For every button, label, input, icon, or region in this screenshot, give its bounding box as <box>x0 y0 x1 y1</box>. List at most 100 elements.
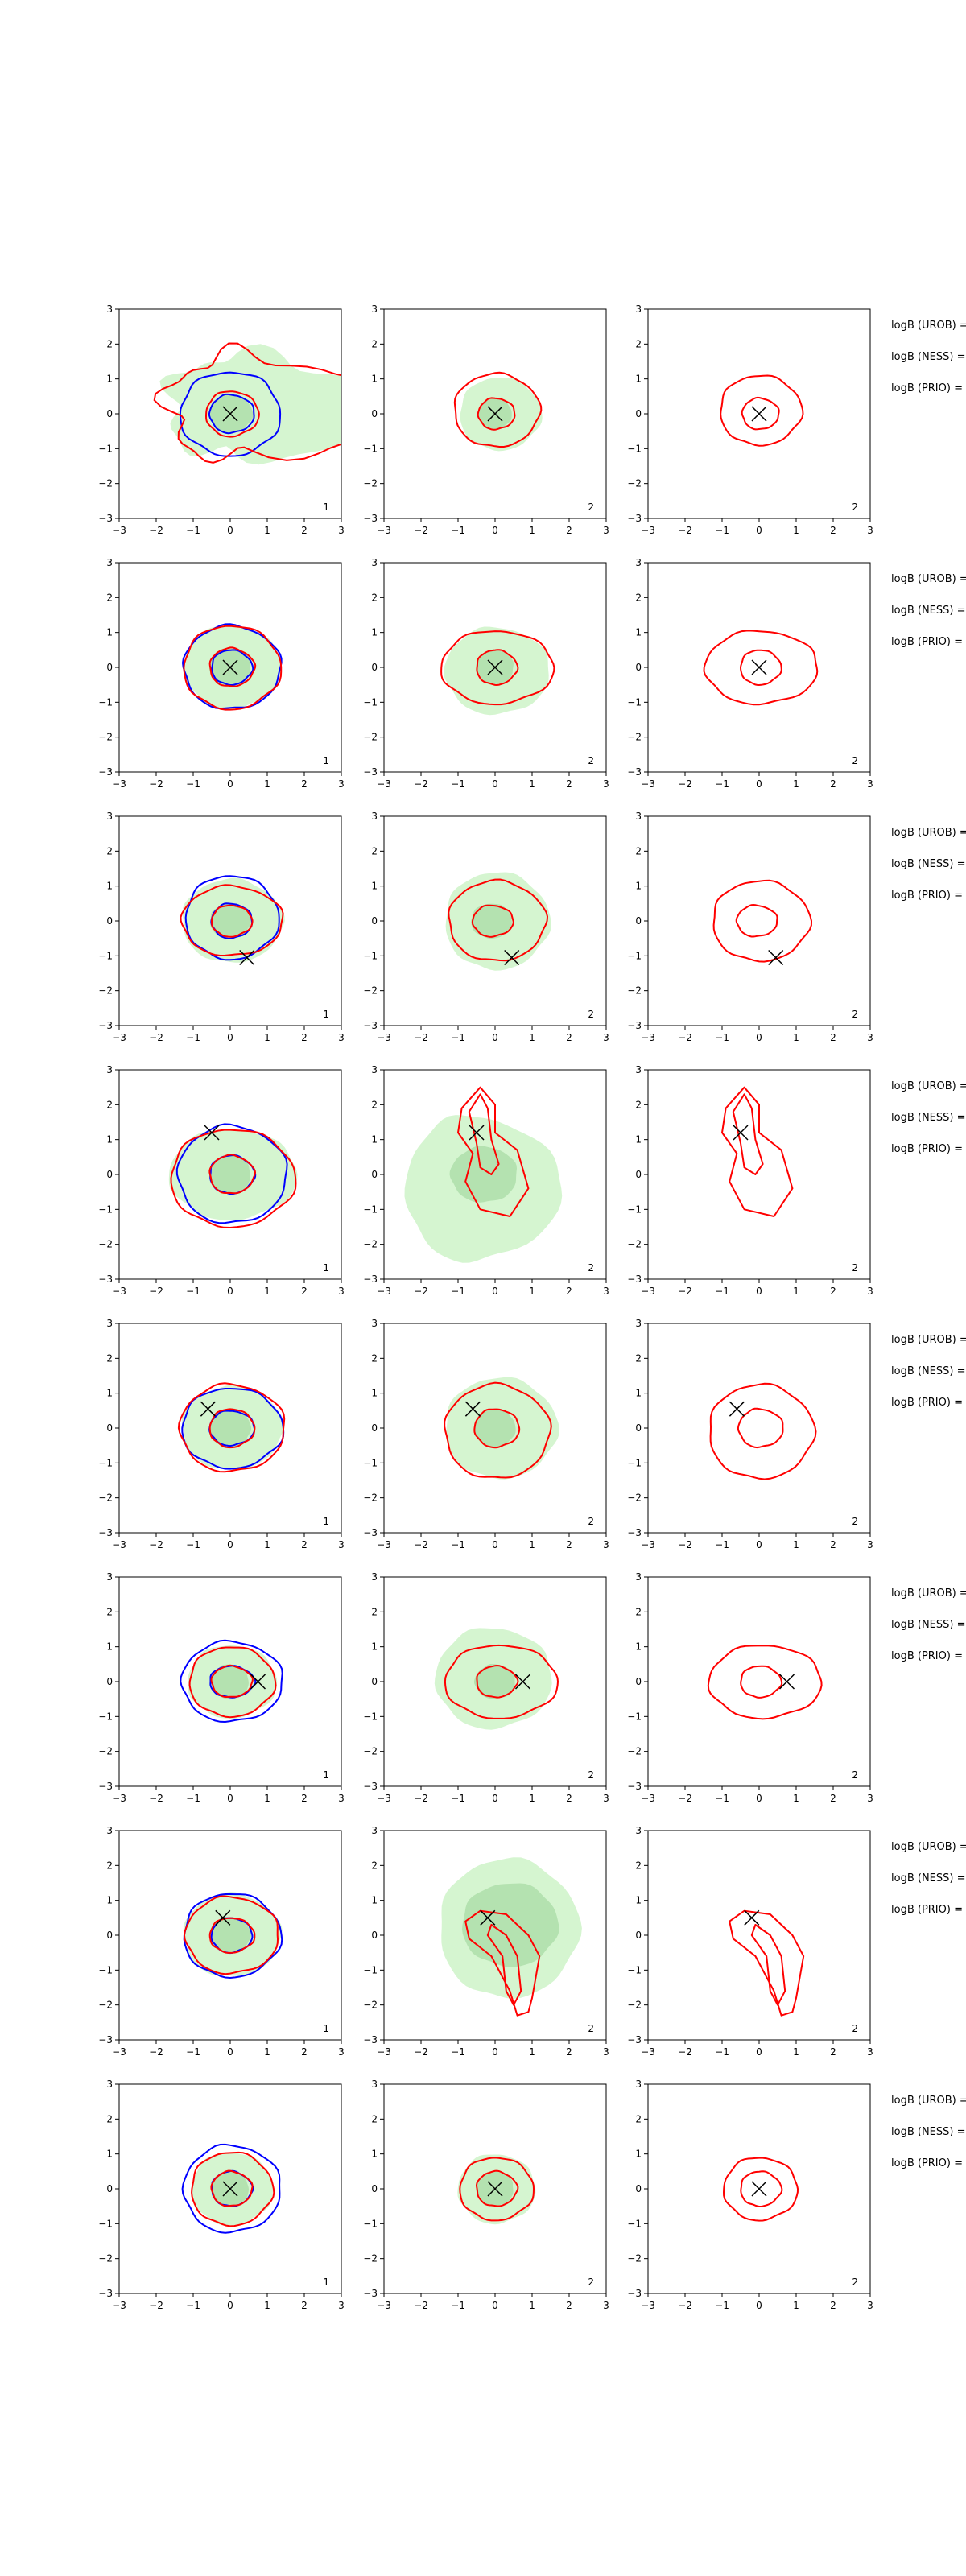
panel-r5-c2: −3 −2 −1 0 1 2 3 −3 −2 −1 0 1 2 3 2 <box>363 1318 609 1550</box>
panel-label: 2 <box>852 1262 858 1274</box>
x-tick-label: −2 <box>414 1793 428 1804</box>
x-tick-label: 0 <box>227 1539 233 1550</box>
true-value-marker <box>504 949 520 966</box>
x-tick-label: −1 <box>451 1286 465 1297</box>
row-1: −3 −2 −1 0 1 2 3 −3 −2 −1 0 1 2 3 1 −3 −2 −1 0 1 2 3 −3 −2 −1 0 1 2… <box>98 303 966 536</box>
panel-label: 1 <box>323 755 329 766</box>
ness-contour-inner <box>208 1917 256 1954</box>
y-tick-label: 1 <box>106 1895 113 1906</box>
bayes-factor-label: logB (UROB) = <box>891 827 966 839</box>
y-tick-label: 3 <box>106 1318 113 1329</box>
y-tick-label: −3 <box>363 2034 378 2046</box>
ness-contour-outer <box>183 625 283 711</box>
x-tick-label: 0 <box>227 1286 233 1297</box>
y-tick-label: 0 <box>371 2183 378 2194</box>
x-tick-label: −2 <box>149 2046 163 2058</box>
x-tick-label: 2 <box>830 2300 836 2311</box>
panel-label: 2 <box>852 755 858 766</box>
density-fill-inner <box>474 1409 516 1448</box>
x-tick-label: −1 <box>186 525 200 536</box>
x-tick-label: −2 <box>414 2300 428 2311</box>
x-tick-label: 2 <box>566 778 572 790</box>
x-tick-label: 1 <box>529 778 535 790</box>
ness-contour-inner <box>210 2169 254 2207</box>
y-tick-label: 2 <box>106 338 113 349</box>
bayes-factor-label: logB (NESS) = <box>891 2126 965 2138</box>
y-tick-label: −1 <box>98 1964 113 1975</box>
y-tick-label: −1 <box>363 1203 378 1215</box>
y-tick-label: −2 <box>363 985 378 997</box>
x-tick-label: 3 <box>338 2046 345 2058</box>
x-tick-label: 2 <box>566 1793 572 1804</box>
x-tick-label: −2 <box>414 1286 428 1297</box>
row-6: −3 −2 −1 0 1 2 3 −3 −2 −1 0 1 2 3 1 −3 −2 −1 0 1 2 3 −3 −2 −1 0 1 2… <box>98 1571 966 1804</box>
plot-area <box>183 1892 283 1979</box>
x-tick-label: −1 <box>451 2046 465 2058</box>
x-tick-label: 1 <box>793 2046 799 2058</box>
y-tick-label: 0 <box>371 915 378 927</box>
ness-contour-inner <box>208 1154 257 1195</box>
y-tick-label: 1 <box>371 1641 378 1653</box>
x-tick-label: 2 <box>301 2300 308 2311</box>
y-tick-label: 1 <box>371 1134 378 1146</box>
ness-contour-inner <box>210 1664 254 1699</box>
plot-area <box>180 875 285 963</box>
x-tick-label: −2 <box>149 525 163 536</box>
x-tick-label: 3 <box>867 1793 873 1804</box>
x-tick-label: 1 <box>529 2046 535 2058</box>
x-tick-label: 0 <box>227 525 233 536</box>
x-tick-label: 0 <box>492 1793 498 1804</box>
x-tick-label: 1 <box>529 525 535 536</box>
panel-label: 1 <box>323 1009 329 1020</box>
y-tick-label: −3 <box>627 1274 642 1285</box>
x-tick-label: 1 <box>529 1793 535 1804</box>
bayes-factor-label: logB (PRIO) = <box>891 1397 963 1409</box>
panel-label: 1 <box>323 1516 329 1527</box>
y-tick-label: 3 <box>106 811 113 822</box>
y-tick-label: 2 <box>371 2113 378 2124</box>
density-fill-inner <box>471 903 512 939</box>
panel-label: 2 <box>588 502 594 513</box>
uniform-contour-inner <box>211 649 254 686</box>
y-tick-label: 1 <box>106 1134 113 1146</box>
uniform-contour-outer <box>181 1388 285 1470</box>
y-tick-label: 1 <box>635 1388 642 1399</box>
x-tick-label: 2 <box>301 1032 308 1043</box>
y-tick-label: 1 <box>371 1388 378 1399</box>
y-tick-label: −1 <box>627 1711 642 1722</box>
x-tick-label: −3 <box>112 1032 126 1043</box>
x-tick-label: −3 <box>112 525 126 536</box>
y-tick-label: −3 <box>363 766 378 778</box>
x-tick-label: −1 <box>715 778 729 790</box>
x-tick-label: −1 <box>186 1286 200 1297</box>
ness-contour-outer <box>721 1086 794 1217</box>
x-tick-label: 2 <box>830 1539 836 1550</box>
y-tick-label: 0 <box>106 1422 113 1434</box>
x-tick-label: 0 <box>492 1539 498 1550</box>
true-value-marker <box>200 1401 216 1417</box>
y-tick-label: −2 <box>627 1746 642 1757</box>
y-tick-label: −1 <box>627 950 642 961</box>
x-tick-label: 1 <box>264 1539 270 1550</box>
ness-contour-outer <box>191 2151 275 2227</box>
x-tick-label: 2 <box>566 1032 572 1043</box>
x-tick-label: 3 <box>338 778 345 790</box>
ness-contour-inner <box>475 2169 519 2207</box>
y-tick-label: 3 <box>106 1571 113 1583</box>
x-tick-label: 3 <box>338 525 345 536</box>
plot-area <box>444 1377 559 1480</box>
panel-label: 2 <box>588 2023 594 2034</box>
x-tick-label: −3 <box>112 1539 126 1550</box>
x-tick-label: 3 <box>867 1286 873 1297</box>
panel-r6-c2: −3 −2 −1 0 1 2 3 −3 −2 −1 0 1 2 3 2 <box>363 1571 609 1804</box>
y-tick-label: −1 <box>627 696 642 708</box>
uniform-contour-inner <box>208 393 255 435</box>
bayes-factor-label: logB (UROB) = <box>891 2095 966 2107</box>
y-tick-label: −1 <box>363 1711 378 1722</box>
axes-frame <box>647 1576 871 1787</box>
y-tick-label: 1 <box>106 627 113 638</box>
y-tick-label: −3 <box>627 1781 642 1792</box>
x-tick-label: −3 <box>112 2046 126 2058</box>
x-tick-label: 2 <box>830 778 836 790</box>
y-tick-label: −1 <box>627 2218 642 2229</box>
